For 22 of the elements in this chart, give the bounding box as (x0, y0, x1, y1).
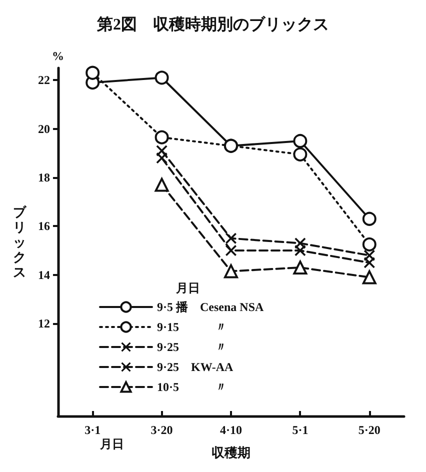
annotation: 月日 (175, 281, 200, 295)
y-tick-label: 16 (38, 219, 50, 234)
legend-label: 9·25 〃 (157, 340, 228, 354)
y-tick-label: 20 (38, 122, 50, 136)
text: % (52, 49, 64, 63)
y-tick-label: 12 (38, 316, 50, 331)
legend-label: 9·25 KW-AA (157, 360, 234, 374)
legend-label: 9·15 〃 (157, 320, 228, 334)
y-tick-label: 22 (38, 73, 50, 88)
text: 月日 (99, 437, 124, 451)
legend-label: 10·5 〃 (157, 380, 228, 394)
y-tick-label: 14 (38, 268, 50, 282)
x-tick-label: 4·10 (220, 423, 242, 437)
chart-title: 第2図 収穫時期別のブリックス (96, 16, 329, 34)
x-tick-label: 5·20 (358, 423, 380, 437)
x-axis-title: 収穫期 (212, 445, 250, 460)
y-tick-label: 18 (38, 170, 50, 185)
x-tick-label: 3·20 (150, 423, 173, 437)
y-axis-title: ブリックス (13, 204, 27, 280)
legend-label: 9·5 播 Cesena NSA (157, 300, 264, 314)
x-tick-label: 3·1 (84, 423, 101, 437)
x-tick-label: 5·1 (292, 423, 308, 437)
